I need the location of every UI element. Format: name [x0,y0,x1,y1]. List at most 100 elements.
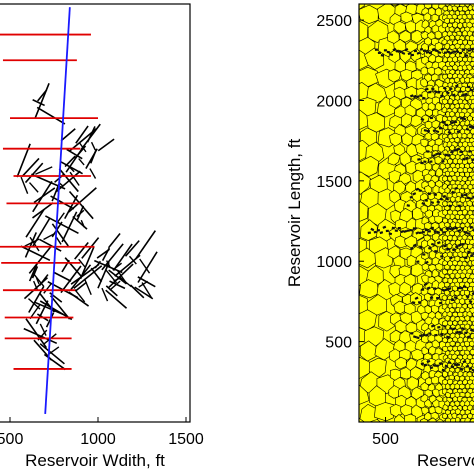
fracture-refinement [395,49,400,53]
fracture-refinement [466,196,471,200]
natural-fracture-segment [78,158,85,166]
natural-fracture-segment [108,263,134,289]
fracture-refinement [470,254,474,258]
fracture-refinement [470,328,474,332]
fracture-refinement [446,50,451,54]
mesh-cell [455,427,461,433]
fracture-refinement [465,127,470,131]
natural-fracture-segment [68,291,90,307]
mesh-cell [432,426,440,433]
mesh-cell [443,281,451,288]
fracture-refinement [432,364,437,367]
fracture-refinement [465,156,469,160]
natural-fracture-segment [32,272,45,288]
fracture-refinement [465,295,470,299]
left-plot-area [0,7,158,415]
fracture-refinement [382,225,387,229]
mesh-cell [467,217,474,225]
fracture-refinement [447,360,452,365]
natural-fracture-segment [109,280,121,291]
natural-fracture-segment [28,182,39,193]
fracture-refinement [468,367,473,371]
fracture-refinement [454,84,459,88]
natural-fracture-segment [39,323,47,336]
fracture-refinement [452,93,456,97]
mesh-cell [420,138,429,148]
mesh-cell [421,262,430,271]
fracture-refinement [466,232,471,235]
natural-fracture-segment [85,148,98,169]
natural-fracture-segment [36,89,48,102]
mesh-cell [464,426,470,432]
fracture-refinement [430,87,435,91]
fracture-refinement [448,87,453,91]
natural-fracture-segment [51,183,60,202]
mesh-cell [459,421,462,422]
fracture-refinement [471,368,474,372]
mesh-cell [458,297,466,305]
natural-fracture-segment [25,209,45,238]
mesh-cell [441,106,448,113]
fracture-refinement [455,147,460,151]
mesh-cell [420,299,428,308]
fracture-refinement [412,94,417,98]
mesh-cell [389,96,402,109]
mesh-cell [445,426,451,432]
fracture-refinement [457,243,462,247]
fracture-refinement [412,192,417,196]
mesh-cell [394,235,408,249]
mesh-cell [469,68,474,75]
mesh-cell [359,171,371,195]
fracture-refinement [447,287,452,291]
mesh-cell [441,268,448,276]
natural-fracture-segment [29,303,41,320]
natural-fracture-segment [70,264,92,291]
left-x-tick-label: 1000 [80,431,116,448]
natural-fracture-segment [64,194,79,219]
mesh-cell [471,98,474,105]
fracture-refinement [421,201,426,206]
natural-fracture-segment [134,286,154,300]
fracture-refinement [432,129,437,133]
fracture-refinement [463,92,468,96]
fracture-refinement [467,335,471,339]
mesh-cell [461,209,468,216]
mesh-cell [451,301,458,309]
fracture-refinement [452,50,457,54]
mesh-cell [460,427,466,432]
mesh-cell [464,4,471,8]
fracture-refinement [429,296,434,300]
natural-fracture-segment [55,170,81,193]
fracture-refinement [415,231,420,235]
natural-fracture-segment [139,258,151,274]
left-x-tick-label: 500 [0,431,23,448]
mesh-cell [457,395,463,402]
fracture-refinement [437,50,442,55]
natural-fracture-segment [45,215,79,234]
fracture-refinement [436,230,441,234]
mesh-cell [367,19,389,43]
natural-fracture-segment [66,148,83,160]
mesh-cell [450,427,455,433]
fracture-refinement [415,95,420,99]
fracture-refinement [436,241,441,245]
fracture-refinement [401,51,406,55]
natural-fracture-segment [53,271,72,282]
mesh-cell [420,78,428,88]
natural-fracture-segment [28,263,38,282]
right-y-tick-label: 2000 [316,93,352,110]
right-y-tick-label: 2500 [316,13,352,30]
mesh-cell [441,294,448,302]
mesh-cell [469,348,474,356]
mesh-cell [449,340,456,347]
natural-fracture-segment [112,262,123,271]
mesh-cell [424,425,432,433]
fracture-refinement [441,368,446,372]
fracture-refinement [391,226,396,230]
fracture-refinement [409,195,413,199]
mesh-cell [463,103,470,110]
natural-fracture-segment [60,265,82,294]
mesh-cell [452,21,459,29]
left-x-ticks: 500 1000 1500 [0,417,204,448]
fracture-refinement [470,88,474,92]
